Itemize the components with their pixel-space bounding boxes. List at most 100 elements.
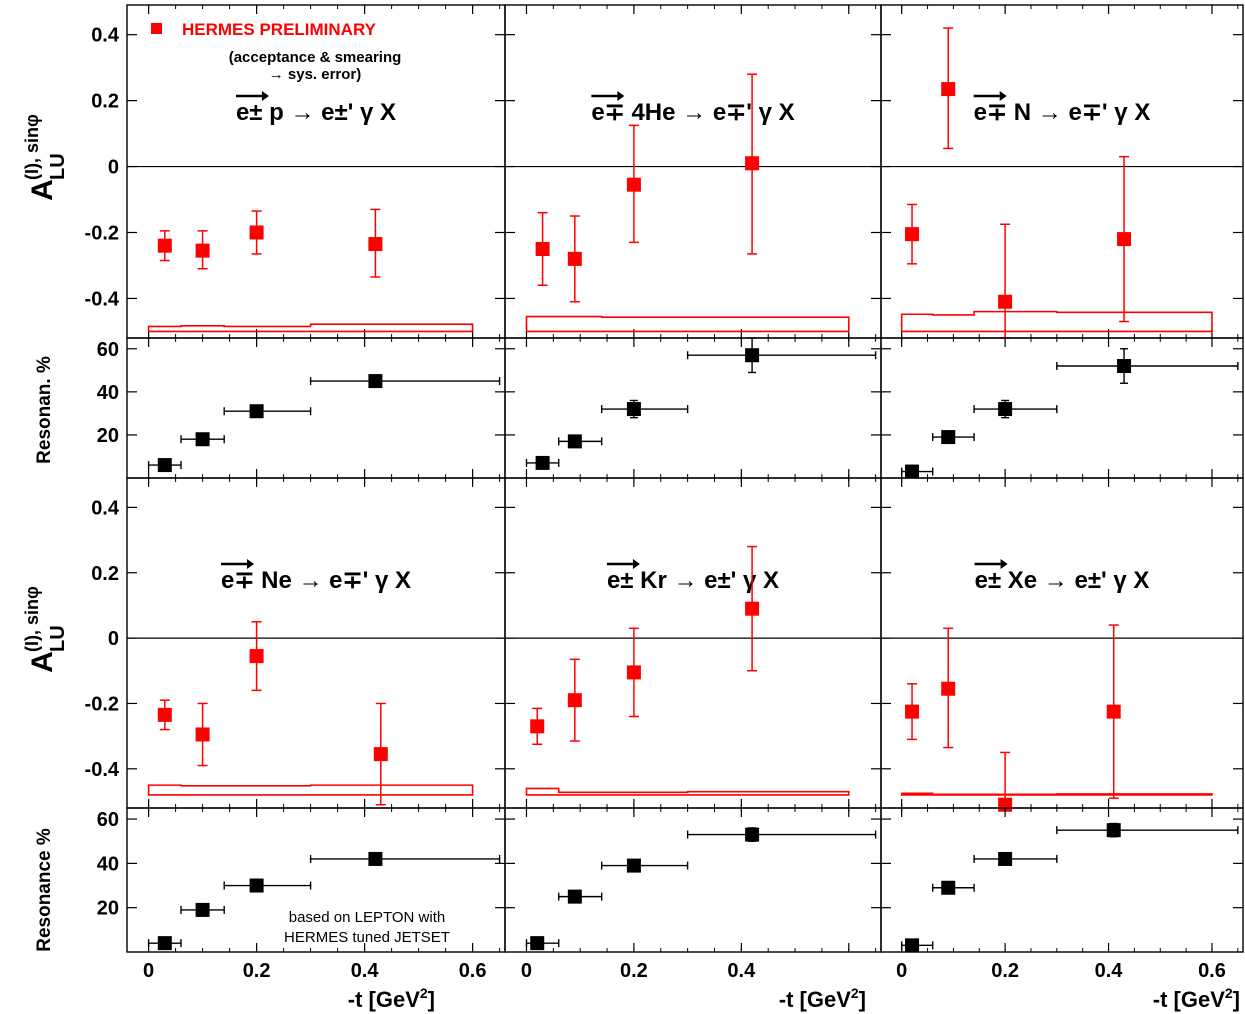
svg-text:-t [GeV2]: -t [GeV2] (779, 985, 866, 1012)
data-point (998, 851, 1013, 866)
data-point (941, 430, 956, 445)
x-tick-label: 0.2 (620, 960, 648, 982)
xlabel-text: -t [GeV (779, 987, 851, 1012)
xlabel-sup: 2 (851, 985, 859, 1001)
y-tick-label: 0.2 (91, 563, 119, 585)
data-point (249, 225, 264, 240)
panel-frame (504, 477, 882, 809)
y-tick-label: -0.4 (85, 288, 120, 310)
asym-ylabel-superscript: (I), sinφ (22, 114, 42, 180)
y-tick-label: 20 (97, 425, 119, 447)
x-tick-label: 0.2 (991, 960, 1019, 982)
y-tick-label: -0.4 (85, 759, 120, 781)
svg-text:-t [GeV2]: -t [GeV2] (1153, 985, 1240, 1012)
panel-resonance-Xe: 0 0.2 0.4 0.6 (880, 807, 1244, 982)
sys-error-band (147, 784, 474, 796)
data-point (195, 727, 210, 742)
panel-frame (880, 807, 1244, 953)
y-tick-label: 60 (97, 339, 119, 361)
sys-error-band (900, 792, 1213, 796)
panel-frame (880, 337, 1244, 479)
xlabel-sup: 2 (420, 985, 428, 1001)
data-point (998, 294, 1013, 309)
data-point (368, 374, 383, 389)
panel-frame (880, 4, 1244, 339)
sys-error-band (900, 310, 1213, 333)
data-point (1106, 823, 1121, 838)
data-point (626, 858, 641, 873)
x-tick-label: 0.4 (1095, 960, 1124, 982)
panel-resonance-p: 20 40 60 (97, 337, 506, 479)
data-point (1117, 359, 1132, 373)
xlabel-text: -t [GeV (348, 987, 420, 1012)
panel-frame (504, 337, 882, 479)
asym-ylabel-subscript: LU (47, 625, 69, 652)
panel-title: e∓ Ne → e∓' γ X (221, 567, 411, 594)
x-tick-label: 0 (143, 960, 154, 982)
x-tick-label: 0 (521, 960, 532, 982)
data-point (998, 402, 1013, 417)
xlabel-sup: 2 (1225, 985, 1233, 1001)
data-point (195, 243, 210, 258)
panel-asymmetry-Ne: -0.4 -0.2 0 0.2 0.4 e∓ Ne → e∓' γ X (85, 477, 506, 809)
panel-frame (504, 807, 882, 953)
data-point (1117, 232, 1132, 247)
data-point (157, 936, 172, 951)
data-point (905, 464, 920, 479)
xlabel-col1: -t [GeV2] (348, 985, 435, 1012)
y-tick-label: 0.2 (91, 91, 119, 113)
svg-text:-t [GeV2]: -t [GeV2] (348, 985, 435, 1012)
data-point (157, 238, 172, 253)
panel-resonance-N (880, 337, 1244, 479)
data-point (530, 719, 545, 734)
data-point (941, 82, 956, 97)
panels-group: -0.4 -0.2 0 0.2 0.4 e± p → e±' γ X e∓ 4He → e∓… (85, 4, 1244, 982)
xlabel-end: ] (1233, 987, 1240, 1012)
polarization-arrow-head (999, 91, 1007, 101)
x-tick-label: 0 (896, 960, 907, 982)
res-ylabel-bottom: Resonance % (34, 828, 55, 952)
asym-ylabel-bottom: A LU (I), sinφ (22, 586, 69, 673)
res-ylabel-top: Resonan. % (34, 356, 55, 464)
data-point (745, 601, 760, 616)
panel-asymmetry-Kr: e± Kr → e±' γ X (504, 477, 882, 809)
x-tick-label: 0.6 (1198, 960, 1226, 982)
data-point (905, 938, 920, 953)
y-tick-label: -0.2 (85, 693, 119, 715)
asym-ylabel-superscript: (I), sinφ (22, 586, 42, 652)
data-point (567, 434, 582, 449)
y-tick-label: 60 (97, 809, 119, 831)
y-tick-label: 20 (97, 898, 119, 920)
data-point (249, 878, 264, 893)
data-point (941, 681, 956, 696)
panel-asymmetry-4He: e∓ 4He → e∓' γ X (504, 4, 882, 339)
data-point (368, 851, 383, 866)
y-tick-label: 0 (108, 157, 119, 179)
data-point (368, 237, 383, 252)
panel-frame (126, 337, 506, 479)
asym-ylabel-main: A (26, 651, 59, 673)
data-point (745, 156, 760, 171)
polarization-arrow-head (632, 559, 640, 569)
data-point (157, 458, 172, 473)
data-point (567, 251, 582, 266)
sys-error-band (147, 323, 474, 333)
panel-frame (504, 4, 882, 339)
data-point (567, 693, 582, 708)
y-tick-label: -0.2 (85, 222, 119, 244)
sys-error-band (525, 315, 850, 333)
data-point (626, 402, 641, 417)
panel-title: e± Kr → e±' γ X (607, 567, 779, 594)
panel-frame (126, 477, 506, 809)
data-point (745, 827, 760, 842)
sys-error-band (525, 787, 850, 796)
data-point (905, 704, 920, 719)
asym-ylabel-top: A LU (I), sinφ (22, 114, 69, 201)
polarization-arrow-head (1000, 559, 1008, 569)
data-point (626, 665, 641, 680)
data-point (626, 177, 641, 192)
xlabel-col3: -t [GeV2] (1153, 985, 1240, 1012)
polarization-arrow-head (261, 91, 269, 101)
x-tick-label: 0.4 (351, 960, 380, 982)
